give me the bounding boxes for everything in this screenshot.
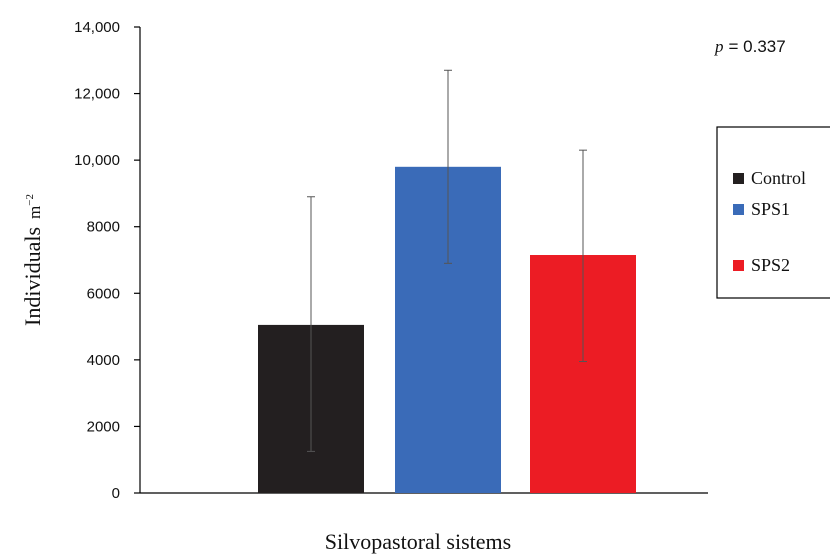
y-axis-label: Individualsm−2 [20, 194, 45, 326]
legend-swatch-control [733, 173, 744, 184]
y-tick-label: 8000 [87, 219, 120, 236]
y-ticks: 0 2000 4000 6000 8000 10,000 12,000 14,000 [74, 19, 140, 502]
legend-swatch-sps2 [733, 260, 744, 271]
legend: Control SPS1 SPS2 [733, 168, 806, 275]
y-tick-label: 2000 [87, 418, 120, 435]
x-axis-label: Silvopastoral sistems [325, 529, 511, 554]
legend-label-control: Control [751, 168, 806, 188]
y-tick-label: 10,000 [74, 152, 120, 169]
y-tick-label: 14,000 [74, 19, 120, 36]
y-tick-label: 0 [112, 485, 120, 502]
y-tick-label: 12,000 [74, 86, 120, 103]
legend-label-sps1: SPS1 [751, 199, 790, 219]
legend-label-sps2: SPS2 [751, 255, 790, 275]
y-tick-label: 6000 [87, 285, 120, 302]
p-value-annotation: p = 0.337 [714, 37, 786, 56]
y-tick-label: 4000 [87, 352, 120, 369]
error-bars [307, 69, 587, 452]
legend-swatch-sps1 [733, 204, 744, 215]
bars [258, 166, 636, 494]
